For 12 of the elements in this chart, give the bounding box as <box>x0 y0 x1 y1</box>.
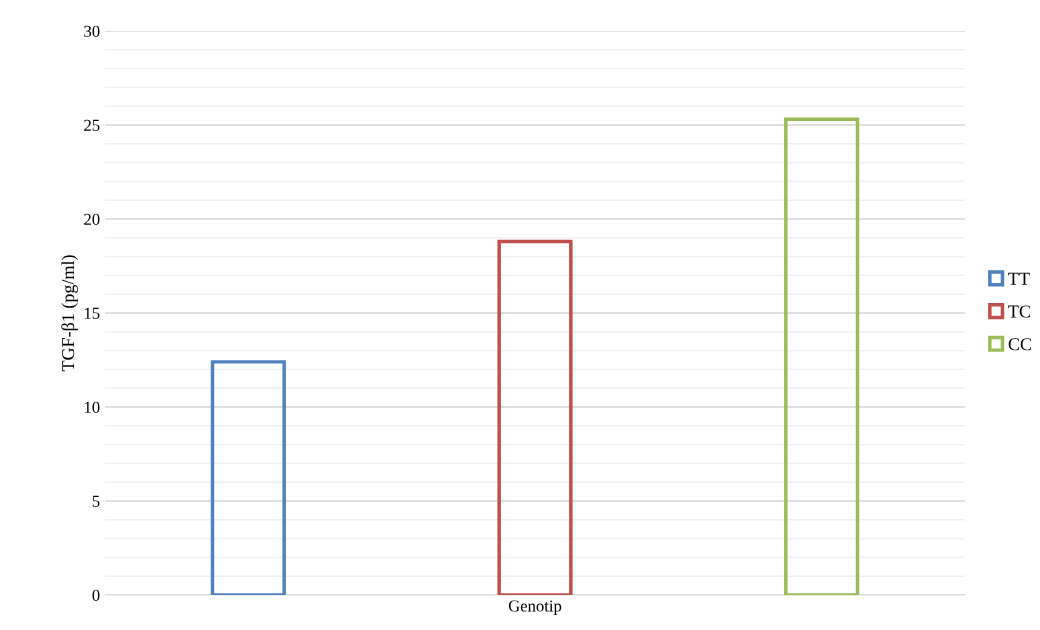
y-tick-label: 30 <box>84 25 100 37</box>
legend-label: CC <box>1008 338 1031 351</box>
legend-label: TT <box>1008 272 1030 285</box>
y-tick-label: 10 <box>84 401 100 413</box>
y-tick-label: 20 <box>84 213 100 225</box>
y-tick-label: 5 <box>92 495 100 507</box>
y-tick-label: 0 <box>92 589 100 601</box>
y-tick-label: 15 <box>84 307 100 319</box>
legend-label: TC <box>1008 305 1030 318</box>
y-tick-label: 25 <box>84 119 100 131</box>
y-axis-title: TGF-β1 (pg/ml) <box>61 255 78 372</box>
x-tick-label: Genotip <box>508 600 562 615</box>
